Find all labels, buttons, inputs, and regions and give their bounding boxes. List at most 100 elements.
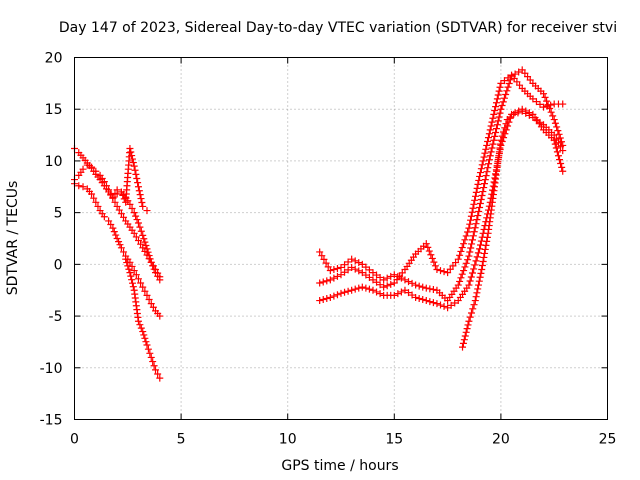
- x-tick-label: 10: [279, 432, 297, 448]
- data-point: [107, 221, 115, 229]
- data-point: [478, 266, 486, 274]
- data-point: [465, 252, 473, 260]
- data-point: [135, 187, 143, 195]
- data-point: [490, 136, 498, 144]
- data-point: [468, 208, 476, 216]
- data-point: [490, 110, 498, 118]
- data-point: [467, 309, 475, 317]
- data-point: [380, 283, 388, 291]
- x-tick-label: 25: [599, 432, 617, 448]
- data-point: [152, 366, 160, 374]
- data-point: [475, 208, 483, 216]
- data-point: [316, 248, 324, 256]
- data-point: [94, 202, 102, 210]
- data-point: [475, 281, 483, 289]
- data-point: [120, 213, 128, 221]
- data-point: [401, 276, 409, 284]
- data-point: [130, 267, 138, 275]
- data-point: [478, 262, 486, 270]
- data-point: [547, 101, 555, 109]
- data-point: [79, 165, 87, 173]
- data-point: [467, 212, 475, 220]
- data-point: [144, 345, 152, 353]
- data-point: [476, 172, 484, 180]
- data-point: [136, 321, 144, 329]
- data-point: [149, 262, 157, 270]
- data-point: [130, 209, 138, 217]
- data-point: [358, 269, 366, 277]
- data-point: [380, 276, 388, 284]
- series-layer: [71, 66, 567, 382]
- data-point: [333, 272, 341, 280]
- data-point: [116, 241, 124, 249]
- data-point: [142, 241, 150, 249]
- data-point: [430, 258, 438, 266]
- data-point: [462, 232, 470, 240]
- data-point: [470, 228, 478, 236]
- data-point: [553, 148, 561, 156]
- data-point: [419, 283, 427, 291]
- data-point: [491, 107, 499, 115]
- series-track-d: [109, 145, 151, 215]
- data-point: [479, 257, 487, 265]
- data-point: [488, 144, 496, 152]
- data-point: [474, 212, 482, 220]
- data-point: [491, 132, 499, 140]
- data-point: [483, 141, 491, 149]
- y-tick-labels: -15 -10 -5 0 5 10 15 20: [40, 51, 63, 429]
- data-point: [92, 167, 100, 175]
- series-track-h: [316, 105, 567, 312]
- y-tick-label: -5: [49, 309, 63, 325]
- data-point: [500, 94, 508, 102]
- data-point: [483, 168, 491, 176]
- data-point: [475, 277, 483, 285]
- data-point: [559, 167, 567, 175]
- data-point: [75, 182, 83, 190]
- data-point: [139, 283, 147, 291]
- data-point: [472, 220, 480, 228]
- data-point: [134, 183, 142, 191]
- data-point: [322, 259, 330, 267]
- data-point: [376, 290, 384, 298]
- data-point: [554, 139, 562, 147]
- data-point: [137, 324, 145, 332]
- data-point: [348, 255, 356, 263]
- data-point: [424, 243, 432, 251]
- data-point: [422, 240, 430, 248]
- data-point: [351, 265, 359, 273]
- data-point: [134, 219, 142, 227]
- data-point: [141, 238, 149, 246]
- data-point: [469, 232, 477, 240]
- data-point: [469, 305, 477, 313]
- data-point: [558, 163, 566, 171]
- data-point: [464, 228, 472, 236]
- data-point: [376, 281, 384, 289]
- data-point: [408, 291, 416, 299]
- data-point: [344, 258, 352, 266]
- data-point: [473, 289, 481, 297]
- data-point: [464, 256, 472, 264]
- data-point: [422, 284, 430, 292]
- series-track-f: [316, 66, 567, 305]
- data-point: [473, 253, 481, 261]
- data-point: [316, 279, 324, 287]
- series-track-c: [71, 180, 164, 320]
- data-point: [494, 117, 502, 125]
- data-point: [383, 282, 391, 290]
- data-point: [471, 192, 479, 200]
- data-point: [468, 236, 476, 244]
- data-point: [143, 291, 151, 299]
- data-point: [341, 261, 349, 269]
- data-point: [154, 370, 162, 378]
- data-point: [383, 274, 391, 282]
- data-point: [552, 135, 560, 143]
- data-point: [504, 74, 512, 82]
- series-track-g: [316, 71, 567, 291]
- data-point: [471, 261, 479, 269]
- data-point: [459, 343, 467, 351]
- data-point: [143, 341, 151, 349]
- data-point: [124, 262, 132, 270]
- data-point: [478, 161, 486, 169]
- data-point: [405, 278, 413, 286]
- data-point: [551, 119, 559, 127]
